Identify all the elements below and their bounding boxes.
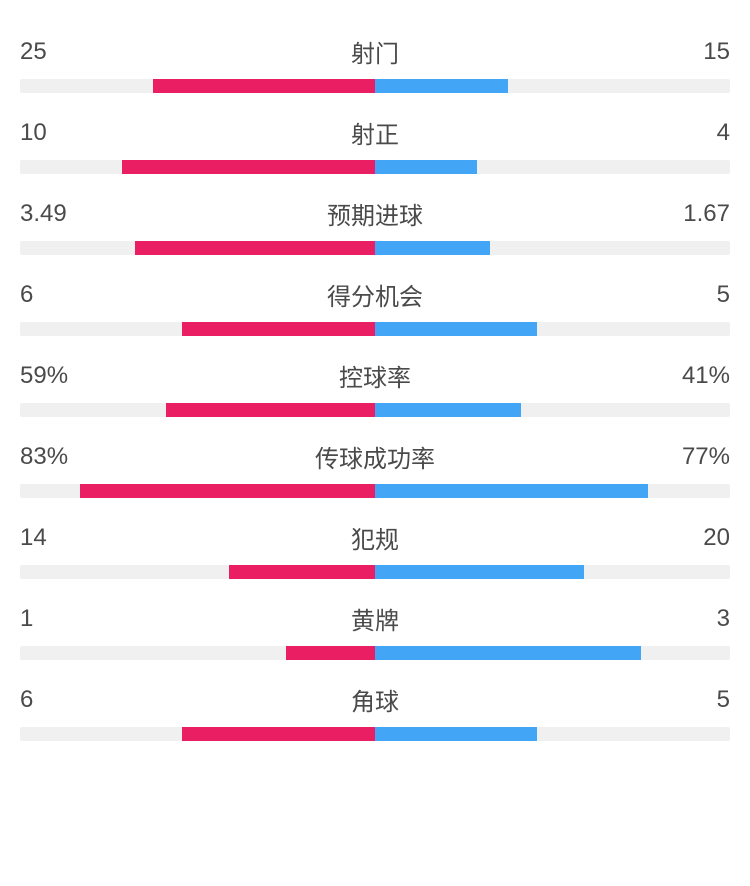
stat-value-left: 14 [20, 524, 80, 552]
stat-bar-right-half [375, 403, 730, 417]
stat-bar-track [20, 565, 730, 579]
stat-row: 3.49预期进球1.67 [20, 180, 730, 261]
stat-bar-left-half [20, 727, 375, 741]
stat-bar-left-fill [229, 565, 375, 579]
stat-row: 83%传球成功率77% [20, 423, 730, 504]
stat-bar-right-fill [375, 484, 648, 498]
stat-value-right: 20 [670, 524, 730, 552]
stat-name: 射正 [80, 115, 670, 150]
stat-bar-right-half [375, 646, 730, 660]
stat-bar-right-fill [375, 646, 641, 660]
stat-bar-left-half [20, 79, 375, 93]
stat-value-right: 5 [670, 686, 730, 714]
stat-bar-track [20, 160, 730, 174]
stat-value-right: 4 [670, 119, 730, 147]
stat-bar-right-half [375, 160, 730, 174]
stat-bar-left-fill [182, 322, 375, 336]
stat-bar-right-half [375, 484, 730, 498]
stat-bar-left-half [20, 160, 375, 174]
stat-bar-left-fill [182, 727, 375, 741]
stat-row: 6角球5 [20, 666, 730, 747]
stat-name: 得分机会 [80, 277, 670, 312]
stat-bar-right-fill [375, 322, 537, 336]
stat-bar-track [20, 403, 730, 417]
stat-bar-left-fill [135, 241, 375, 255]
stat-labels: 6角球5 [20, 682, 730, 717]
stat-labels: 83%传球成功率77% [20, 439, 730, 474]
stat-row: 25射门15 [20, 18, 730, 99]
stat-bar-right-half [375, 565, 730, 579]
stat-value-left: 83% [20, 443, 80, 471]
stat-labels: 10射正4 [20, 115, 730, 150]
stat-bar-left-half [20, 646, 375, 660]
stat-bar-track [20, 241, 730, 255]
stat-value-right: 15 [670, 38, 730, 66]
stat-labels: 1黄牌3 [20, 601, 730, 636]
stat-row: 14犯规20 [20, 504, 730, 585]
stat-bar-right-fill [375, 241, 490, 255]
stat-row: 59%控球率41% [20, 342, 730, 423]
stat-value-right: 3 [670, 605, 730, 633]
stat-bar-right-fill [375, 160, 477, 174]
stat-name: 黄牌 [80, 601, 670, 636]
stat-bar-track [20, 484, 730, 498]
stat-bar-left-half [20, 484, 375, 498]
stat-bar-left-half [20, 565, 375, 579]
match-stats-container: 25射门1510射正43.49预期进球1.676得分机会559%控球率41%83… [20, 18, 730, 747]
stat-bar-right-fill [375, 565, 584, 579]
stat-value-right: 41% [670, 362, 730, 390]
stat-bar-left-fill [122, 160, 375, 174]
stat-value-right: 1.67 [670, 200, 730, 228]
stat-labels: 3.49预期进球1.67 [20, 196, 730, 231]
stat-labels: 59%控球率41% [20, 358, 730, 393]
stat-bar-left-half [20, 403, 375, 417]
stat-bar-left-fill [153, 79, 375, 93]
stat-bar-right-half [375, 241, 730, 255]
stat-value-left: 3.49 [20, 200, 80, 228]
stat-value-left: 6 [20, 686, 80, 714]
stat-bar-track [20, 79, 730, 93]
stat-bar-right-fill [375, 727, 537, 741]
stat-value-left: 59% [20, 362, 80, 390]
stat-labels: 25射门15 [20, 34, 730, 69]
stat-bar-track [20, 322, 730, 336]
stat-name: 控球率 [80, 358, 670, 393]
stat-name: 传球成功率 [80, 439, 670, 474]
stat-value-left: 1 [20, 605, 80, 633]
stat-bar-right-fill [375, 403, 521, 417]
stat-bar-right-half [375, 727, 730, 741]
stat-name: 角球 [80, 682, 670, 717]
stat-name: 预期进球 [80, 196, 670, 231]
stat-row: 1黄牌3 [20, 585, 730, 666]
stat-name: 射门 [80, 34, 670, 69]
stat-bar-left-fill [80, 484, 375, 498]
stat-value-left: 6 [20, 281, 80, 309]
stat-value-right: 77% [670, 443, 730, 471]
stat-labels: 14犯规20 [20, 520, 730, 555]
stat-value-left: 10 [20, 119, 80, 147]
stat-bar-right-half [375, 79, 730, 93]
stat-bar-track [20, 727, 730, 741]
stat-bar-track [20, 646, 730, 660]
stat-bar-right-fill [375, 79, 508, 93]
stat-bar-left-half [20, 322, 375, 336]
stat-row: 6得分机会5 [20, 261, 730, 342]
stat-row: 10射正4 [20, 99, 730, 180]
stat-bar-left-half [20, 241, 375, 255]
stat-bar-left-fill [166, 403, 375, 417]
stat-bar-right-half [375, 322, 730, 336]
stat-bar-left-fill [286, 646, 375, 660]
stat-name: 犯规 [80, 520, 670, 555]
stat-labels: 6得分机会5 [20, 277, 730, 312]
stat-value-right: 5 [670, 281, 730, 309]
stat-value-left: 25 [20, 38, 80, 66]
